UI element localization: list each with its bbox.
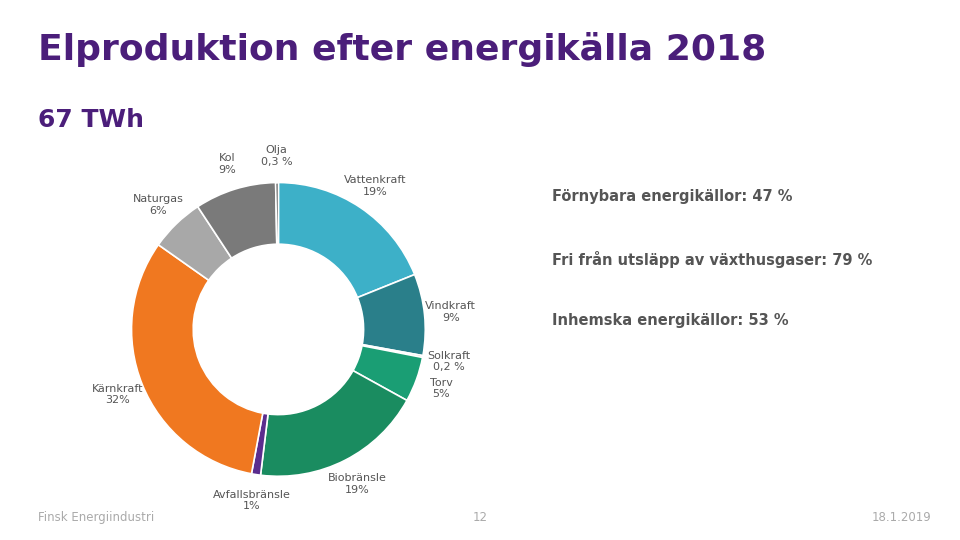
Text: 67 TWh: 67 TWh (38, 108, 144, 132)
Wedge shape (132, 245, 263, 474)
Wedge shape (198, 183, 276, 258)
Wedge shape (260, 370, 407, 476)
Text: Elproduktion efter energikälla 2018: Elproduktion efter energikälla 2018 (38, 32, 767, 68)
Wedge shape (278, 183, 415, 298)
Wedge shape (362, 345, 423, 357)
Text: 18.1.2019: 18.1.2019 (872, 511, 931, 524)
Wedge shape (252, 413, 268, 475)
Text: Torv
5%: Torv 5% (430, 378, 453, 400)
Text: Olja
0,3 %: Olja 0,3 % (261, 145, 293, 167)
Text: Förnybara energikällor: 47 %: Förnybara energikällor: 47 % (552, 189, 793, 204)
Text: 12: 12 (472, 511, 488, 524)
Text: Solkraft
0,2 %: Solkraft 0,2 % (427, 350, 470, 372)
Text: Avfallsbränsle
1%: Avfallsbränsle 1% (213, 490, 291, 511)
Wedge shape (276, 183, 278, 244)
Text: Kol
9%: Kol 9% (218, 153, 236, 174)
Wedge shape (357, 274, 425, 356)
Text: Naturgas
6%: Naturgas 6% (132, 194, 183, 215)
Wedge shape (158, 207, 231, 280)
Text: Kärnkraft
32%: Kärnkraft 32% (92, 384, 144, 406)
Text: Biobränsle
19%: Biobränsle 19% (327, 473, 387, 495)
Text: Vattenkraft
19%: Vattenkraft 19% (344, 175, 407, 197)
Text: Vindkraft
9%: Vindkraft 9% (425, 301, 476, 322)
Text: Inhemska energikällor: 53 %: Inhemska energikällor: 53 % (552, 313, 788, 328)
Text: Fri från utsläpp av växthusgaser: 79 %: Fri från utsläpp av växthusgaser: 79 % (552, 251, 873, 268)
Wedge shape (353, 346, 422, 401)
Text: Finsk Energiindustri: Finsk Energiindustri (38, 511, 155, 524)
